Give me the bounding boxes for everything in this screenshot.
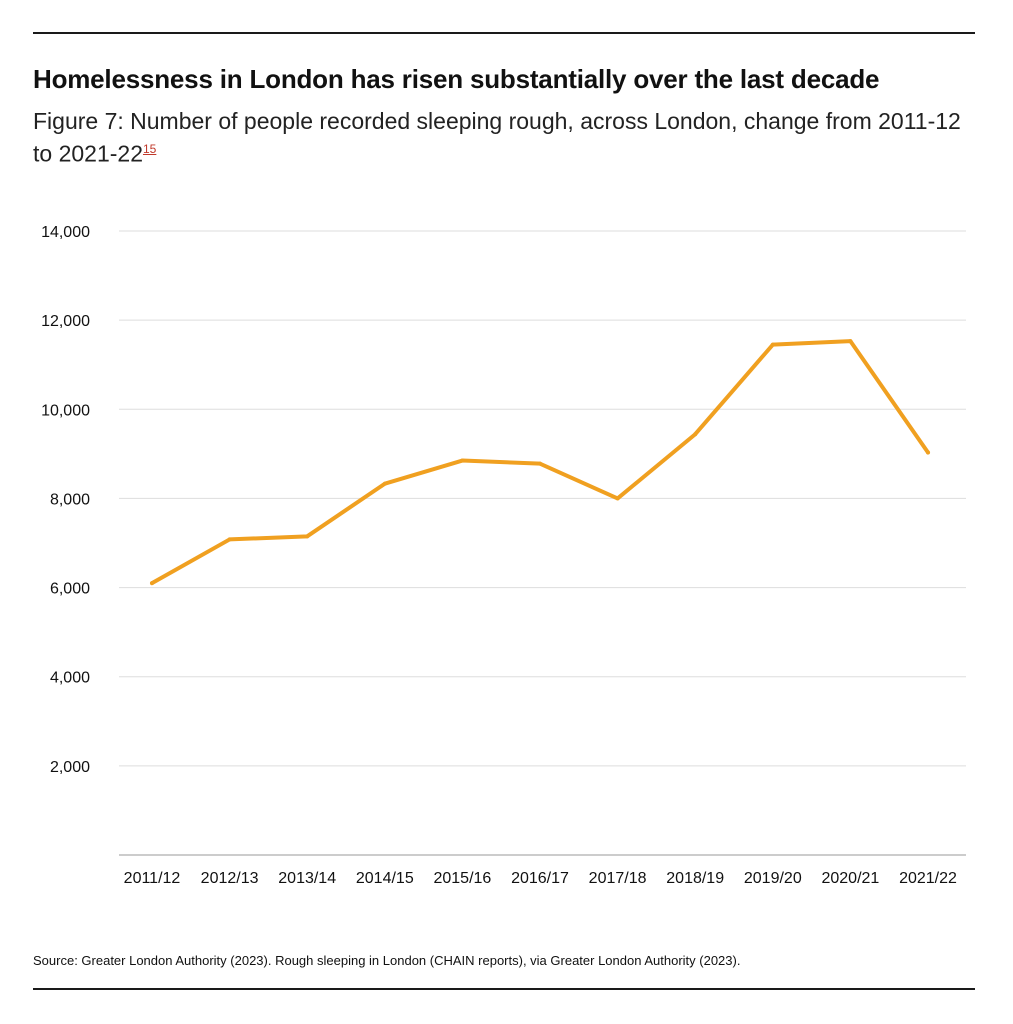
data-point bbox=[770, 342, 775, 347]
data-point bbox=[615, 496, 620, 501]
x-tick-label: 2019/20 bbox=[744, 870, 802, 887]
x-axis-ticks: 2011/12 2012/13 2013/14 2014/15 2015/16 2016/… bbox=[124, 870, 957, 887]
data-point bbox=[848, 339, 853, 344]
footnote-link[interactable]: 15 bbox=[142, 142, 157, 156]
y-axis-ticks: 2,000 4,000 6,000 8,000 10,000 12,000 14,000 bbox=[41, 224, 90, 776]
y-tick-label: 4,000 bbox=[50, 670, 90, 687]
chart-headline: Homelessness in London has risen substan… bbox=[33, 64, 880, 94]
x-tick-label: 2020/21 bbox=[821, 870, 879, 887]
y-tick-label: 12,000 bbox=[41, 313, 90, 330]
data-point bbox=[382, 481, 387, 486]
x-tick-label: 2014/15 bbox=[356, 870, 414, 887]
x-tick-label: 2017/18 bbox=[589, 870, 647, 887]
gridlines bbox=[119, 230, 966, 856]
x-tick-label: 2013/14 bbox=[278, 870, 336, 887]
data-point bbox=[150, 581, 154, 586]
data-point bbox=[460, 458, 465, 463]
data-point bbox=[926, 450, 930, 455]
subtitle-text: Figure 7: Number of people recorded slee… bbox=[33, 108, 961, 167]
y-tick-label: 2,000 bbox=[50, 759, 90, 776]
data-point bbox=[693, 432, 698, 437]
y-tick-label: 10,000 bbox=[41, 402, 90, 419]
x-tick-label: 2018/19 bbox=[666, 870, 724, 887]
y-tick-label: 8,000 bbox=[50, 491, 90, 508]
source-note: Source: Greater London Authority (2023).… bbox=[33, 953, 741, 968]
data-point bbox=[227, 537, 232, 542]
x-tick-label: 2015/16 bbox=[433, 870, 491, 887]
y-tick-label: 14,000 bbox=[41, 224, 90, 241]
x-tick-label: 2016/17 bbox=[511, 870, 569, 887]
y-tick-label: 6,000 bbox=[50, 581, 90, 598]
bottom-divider bbox=[33, 988, 975, 990]
data-point bbox=[305, 534, 310, 539]
chart-subtitle: Figure 7: Number of people recorded slee… bbox=[33, 107, 983, 168]
x-tick-label: 2012/13 bbox=[201, 870, 259, 887]
x-tick-label: 2021/22 bbox=[899, 870, 957, 887]
series bbox=[150, 339, 930, 586]
line-chart: 2,000 4,000 6,000 8,000 10,000 12,000 14,000 2… bbox=[41, 224, 966, 887]
data-point bbox=[538, 461, 542, 466]
x-tick-label: 2011/12 bbox=[124, 870, 181, 887]
top-divider bbox=[33, 32, 975, 34]
